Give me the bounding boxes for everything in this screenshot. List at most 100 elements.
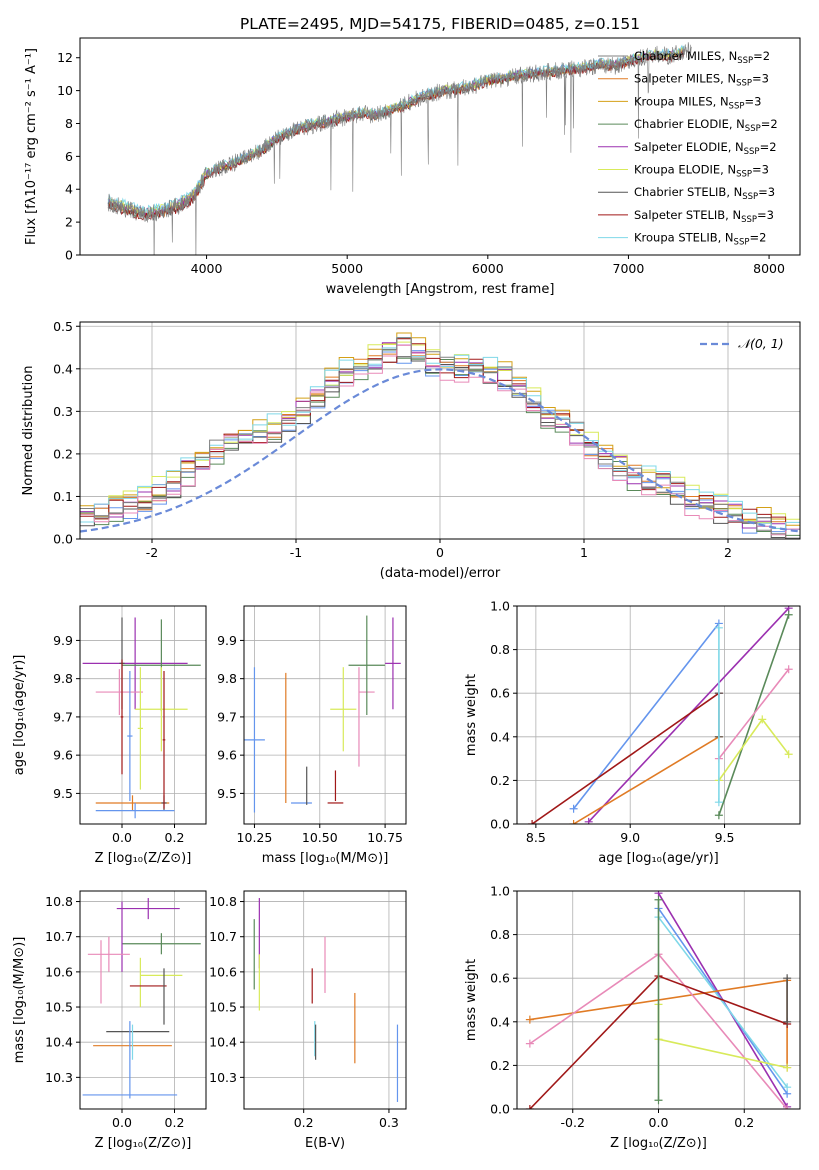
axes-frame (516, 605, 801, 825)
axes-frame (79, 321, 801, 540)
data-point (122, 933, 201, 955)
x-axis-label: Z [log₁₀(Z/Z⊙)] (610, 1136, 707, 1151)
data-point (244, 667, 265, 813)
y-tick-label: 0.4 (490, 1014, 510, 1029)
weight-line (718, 718, 790, 781)
x-tick-label: -0.2 (561, 1115, 585, 1130)
y-tick-label: 10.4 (45, 1035, 73, 1050)
weight-marker (528, 820, 537, 824)
x-tick-label: 0.3 (379, 1115, 399, 1130)
y-tick-label: 9.8 (217, 671, 237, 686)
data-point (87, 936, 130, 972)
data-point (330, 667, 357, 752)
y-tick-label: 9.7 (217, 709, 237, 724)
weight-marker (783, 1105, 792, 1109)
y-tick-label: 10.7 (209, 929, 237, 944)
axes-frame (79, 605, 207, 825)
weight-line (573, 736, 720, 824)
residual-histogram (80, 337, 800, 539)
model-spectrum-line (108, 46, 685, 216)
weight-marker (525, 1039, 534, 1048)
x-tick-label: 0.2 (294, 1115, 314, 1130)
legend-label: Salpeter ELODIE, NSSP=2 (634, 140, 777, 157)
y-tick-label: 10 (57, 83, 73, 98)
y-tick-label: 10.3 (209, 1070, 237, 1085)
plot-area (528, 606, 793, 824)
legend-label: Salpeter STELIB, NSSP=3 (634, 208, 774, 225)
x-tick-label: 2 (724, 545, 732, 560)
y-tick-label: 10.6 (45, 964, 73, 979)
plot-area (82, 617, 201, 819)
weight-marker (569, 820, 578, 824)
weight-marker (654, 1096, 663, 1105)
x-tick-label: 5000 (331, 261, 363, 276)
y-axis-label: Flux [fλ10⁻¹⁷ erg cm⁻² s⁻¹ A⁻¹] (24, 48, 39, 245)
weight-line (657, 916, 788, 1088)
x-tick-label: 4000 (191, 261, 223, 276)
weight-marker (784, 610, 793, 619)
y-tick-label: 4 (65, 182, 73, 197)
legend: 𝒩(0, 1) (700, 336, 784, 351)
y-tick-label: 9.9 (217, 633, 237, 648)
y-tick-label: 0.5 (53, 319, 73, 334)
plot-area (525, 891, 792, 1109)
y-tick-label: 9.6 (53, 748, 73, 763)
x-tick-label: 0.2 (734, 1115, 754, 1130)
axes-frame (79, 890, 207, 1110)
data-point (116, 898, 180, 920)
weight-marker (783, 974, 792, 983)
y-tick-label: 0.6 (490, 971, 510, 986)
spectrum-panel: 4000 5000 6000 7000 8000 0 2 4 6 8 10 12 wavelength … (24, 37, 801, 297)
y-tick-label: 10.3 (45, 1070, 73, 1085)
legend-label: Chabrier MILES, NSSP=2 (634, 49, 770, 66)
data-point (385, 617, 401, 710)
residuals-panel: -2 -1 0 1 2 0.0 0.1 0.2 0.3 0.4 0.5 (data-model)/er… (21, 319, 801, 581)
data-point (95, 795, 170, 811)
y-tick-label: 2 (65, 215, 73, 230)
data-point (82, 617, 188, 710)
mass-age-panel: 10.25 10.50 10.75 9.5 9.6 9.7 9.8 9.9 mass [log₁… (217, 605, 407, 866)
legend-label: Chabrier ELODIE, NSSP=2 (634, 117, 778, 134)
x-tick-label: 0.0 (112, 1115, 132, 1130)
plot-area (107, 42, 692, 255)
weight-marker (584, 817, 593, 824)
axes-frame (516, 890, 801, 1110)
y-tick-label: 0.1 (53, 489, 73, 504)
age-weight-panel: 8.5 9.0 9.5 0.0 0.2 0.4 0.6 0.8 1.0 age [log₁₀(ag… (464, 599, 801, 866)
y-tick-label: 9.5 (53, 786, 73, 801)
legend-label: Kroupa MILES, NSSP=3 (634, 94, 761, 111)
x-tick-label: 0.0 (112, 830, 132, 845)
weight-marker (758, 715, 767, 724)
weight-marker (569, 804, 578, 813)
model-spectrum-line (107, 47, 685, 217)
legend-label: Chabrier STELIB, NSSP=3 (634, 185, 775, 202)
x-tick-label: 0.2 (165, 1115, 185, 1130)
y-axis-label: mass [log₁₀(M/M⊙)] (12, 937, 27, 1064)
weight-marker (525, 1015, 534, 1024)
y-tick-label: 0.2 (490, 773, 510, 788)
weight-marker (654, 895, 663, 904)
y-tick-label: 9.5 (217, 786, 237, 801)
axes-frame (243, 890, 407, 1110)
data-point (348, 615, 386, 715)
weight-marker (714, 811, 723, 820)
plot-area (244, 615, 401, 813)
y-tick-label: 0.6 (490, 686, 510, 701)
x-axis-label: (data-model)/error (380, 566, 501, 581)
y-tick-label: 10.6 (209, 964, 237, 979)
y-tick-label: 9.9 (53, 633, 73, 648)
x-tick-label: 7000 (613, 261, 645, 276)
x-axis-label: Z [log₁₀(Z/Z⊙)] (95, 1136, 192, 1151)
x-tick-label: 10.50 (302, 830, 338, 845)
axes-frame (243, 605, 407, 825)
plot-area (82, 898, 201, 1099)
y-tick-label: 1.0 (490, 884, 510, 899)
y-tick-label: 0.0 (490, 1102, 510, 1117)
y-tick-label: 6 (65, 149, 73, 164)
legend-label: Kroupa ELODIE, NSSP=3 (634, 163, 769, 180)
weight-marker (714, 623, 723, 632)
data-point (95, 802, 175, 819)
y-tick-label: 0.4 (53, 361, 73, 376)
y-tick-label: 10.8 (209, 894, 237, 909)
